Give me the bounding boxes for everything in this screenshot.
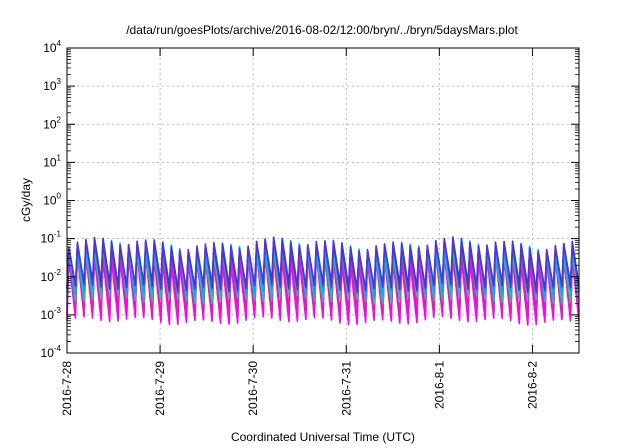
y-tick-label: 103 [43, 77, 61, 93]
x-tick-label: 2016-8-2 [525, 361, 539, 409]
x-tick-label: 2016-7-30 [246, 361, 260, 416]
series-line [66, 242, 580, 305]
series-line [66, 246, 580, 317]
series-line [66, 237, 580, 294]
x-axis: 2016-7-28 2016-7-29 2016-7-30 2016-7-31 2016… [60, 48, 539, 416]
y-axis-label: cGy/day [19, 178, 33, 222]
y-tick-label: 10-3 [41, 306, 62, 322]
x-tick-label: 2016-7-28 [60, 361, 74, 416]
y-tick-label: 104 [43, 39, 61, 55]
x-tick-label: 2016-7-31 [339, 361, 353, 416]
y-tick-label: 10-2 [41, 268, 62, 284]
y-tick-label: 102 [43, 115, 61, 131]
series-group [66, 236, 580, 326]
y-tick-label: 101 [43, 153, 61, 169]
y-tick-label: 10-1 [41, 230, 62, 246]
y-tick-label: 10-4 [41, 344, 62, 360]
series-line [66, 238, 580, 298]
y-tick-label: 100 [43, 192, 61, 208]
x-axis-label: Coordinated Universal Time (UTC) [231, 430, 415, 444]
x-tick-label: 2016-8-1 [432, 361, 446, 409]
series-line [66, 248, 580, 322]
series-line [66, 250, 580, 326]
chart-title: /data/run/goesPlots/archive/2016-08-02/1… [126, 23, 518, 37]
x-tick-label: 2016-7-29 [153, 361, 167, 416]
y-axis: 10-4 10-3 10-2 10-1 100 101 102 103 104 [41, 39, 579, 360]
